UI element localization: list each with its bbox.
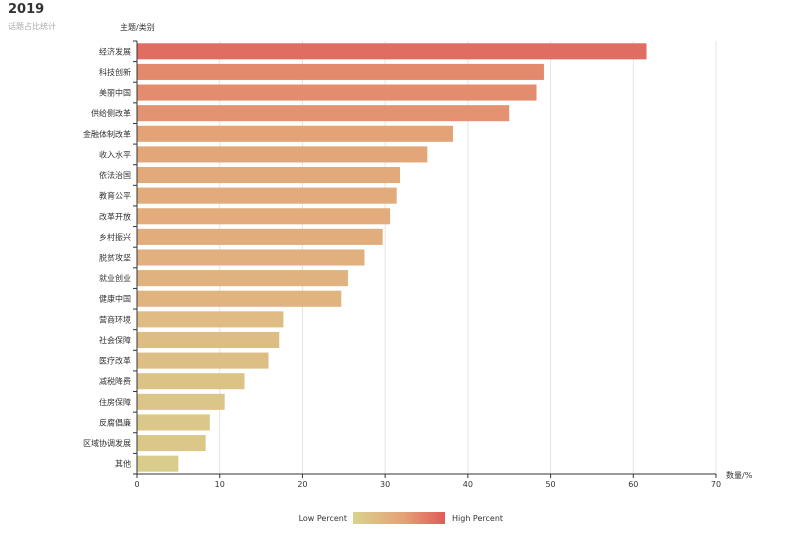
bar (137, 166, 401, 184)
category-label: 健康中国 (99, 294, 131, 304)
chart-subtitle: 话题占比统计 (8, 22, 56, 31)
category-label: 金融体制改革 (83, 129, 131, 139)
bar (137, 414, 210, 431)
bar (137, 63, 544, 80)
category-label: 收入水平 (99, 149, 131, 159)
category-label: 美丽中国 (99, 88, 131, 98)
category-label: 供给侧改革 (91, 108, 131, 118)
category-label: 社会保障 (99, 335, 131, 345)
category-label: 就业创业 (99, 273, 131, 283)
x-tick-label: 30 (380, 480, 390, 489)
x-tick-label: 20 (297, 480, 307, 489)
category-label: 依法治国 (99, 170, 131, 180)
bar (137, 249, 365, 266)
bar (137, 146, 428, 163)
bar (137, 228, 383, 245)
category-label: 医疗改革 (99, 356, 131, 366)
legend-color-bar (353, 512, 445, 524)
x-tick-label: 60 (628, 480, 638, 489)
legend-high-label: High Percent (452, 514, 503, 523)
bar (137, 208, 391, 225)
bar (137, 290, 342, 307)
category-label: 住房保障 (99, 397, 131, 407)
bar (137, 455, 179, 472)
bar (137, 435, 206, 452)
bar (137, 270, 348, 287)
bar (137, 43, 647, 60)
axes: 0 10 20 30 40 50 60 70 经济发展科技创新美丽中国供给侧改革金融体制改革收入… (83, 40, 721, 489)
bar (137, 373, 245, 390)
legend-low-label: Low Percent (299, 514, 347, 523)
x-axis-title: 数量/% (726, 470, 753, 480)
category-label: 改革开放 (99, 211, 131, 221)
x-tick-label: 70 (711, 480, 721, 489)
y-axis-title: 主题/类别 (120, 22, 155, 32)
x-tick-label: 10 (215, 480, 225, 489)
bar (137, 352, 269, 369)
bar (137, 311, 284, 328)
visual-map-legend: Low Percent High Percent (299, 512, 503, 524)
category-label: 其他 (115, 459, 131, 469)
category-label: 经济发展 (99, 46, 131, 56)
category-label: 减税降费 (99, 376, 131, 386)
x-tick-label: 40 (463, 480, 473, 489)
bar (137, 84, 537, 101)
chart-title: 2019 (8, 2, 45, 17)
category-label: 科技创新 (99, 67, 131, 77)
bar (137, 331, 280, 349)
bar (137, 187, 397, 204)
bars (137, 43, 647, 472)
x-tick-label: 0 (134, 480, 139, 489)
category-label: 教育公平 (99, 191, 131, 201)
bar (137, 393, 225, 410)
category-label: 反腐倡廉 (99, 417, 131, 427)
category-label: 营商环境 (99, 314, 131, 324)
x-tick-label: 50 (545, 480, 555, 489)
bar (137, 125, 453, 142)
category-label: 乡村振兴 (99, 232, 131, 242)
category-label: 脱贫攻坚 (99, 253, 131, 263)
bar (137, 105, 510, 122)
category-label: 区域协调发展 (83, 438, 131, 448)
